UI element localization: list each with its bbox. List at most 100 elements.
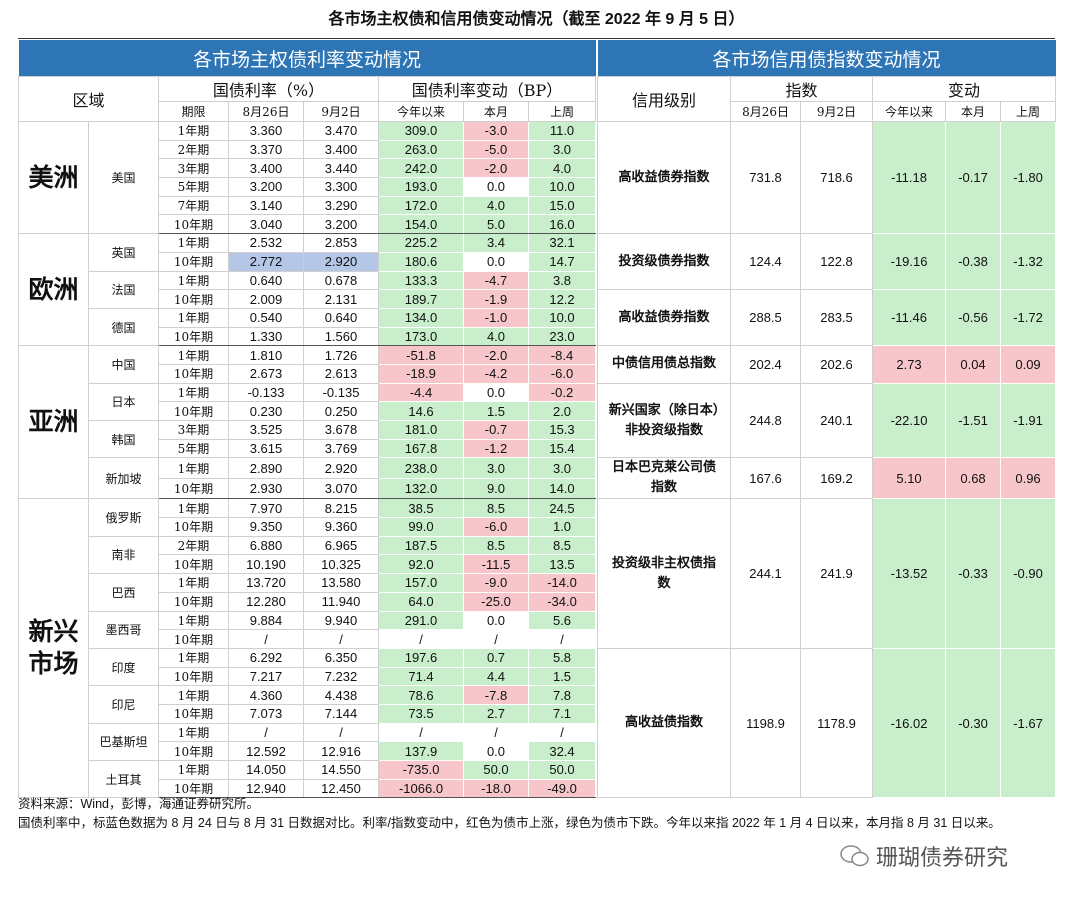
yield-change-cell: 32.1	[527, 233, 597, 253]
wechat-icon	[840, 845, 869, 867]
credit-index-value: 167.6	[730, 457, 802, 500]
yield-change-cell: 92.0	[378, 554, 464, 575]
credit-index-name: 投资级债券指数	[597, 233, 732, 291]
data-row: 5年期 3.615 3.769 167.8 -1.2 15.4	[19, 438, 1056, 459]
yield-cell: /	[228, 722, 304, 743]
yield-change-cell: 8.5	[463, 535, 529, 556]
yield-change-cell: -9.0	[463, 573, 529, 593]
yield-change-cell: -7.8	[463, 685, 529, 705]
tenor: 3年期	[158, 158, 229, 179]
credit-change-cell: 0.09	[1000, 345, 1057, 384]
yield-change-cell: /	[527, 629, 597, 649]
table-title: 各市场主权债和信用债变动情况（截至 2022 年 9 月 5 日）	[18, 0, 1055, 39]
header-cell: 期限	[158, 101, 229, 122]
left-title: 各市场主权债利率变动情况	[18, 40, 596, 77]
yield-change-cell: 238.0	[378, 457, 464, 479]
yield-change-cell: 14.0	[527, 477, 597, 500]
yield-change-cell: 9.0	[463, 477, 529, 500]
credit-change-cell: -1.51	[945, 382, 1002, 459]
yield-change-cell: 187.5	[378, 535, 464, 556]
yield-change-cell: 13.5	[527, 554, 597, 575]
tenor: 1年期	[158, 382, 229, 403]
credit-index-value: 244.8	[730, 382, 802, 459]
header-cell: 国债利率（%）	[158, 76, 379, 102]
credit-change-cell: -19.16	[872, 233, 947, 291]
bond-table: 各市场主权债利率变动情况 各市场信用债指数变动情况 区域 国债利率（%） 国债利…	[18, 40, 1057, 799]
data-row: 日本 1年期 -0.133 -0.135 -4.4 0.0 -0.2 新兴国家（除日本）非投资…	[19, 382, 1057, 459]
yield-change-cell: 173.0	[378, 326, 464, 347]
yield-cell: 13.720	[228, 573, 304, 593]
yield-change-cell: -6.0	[527, 363, 597, 384]
yield-change-cell: 181.0	[378, 420, 464, 440]
data-row: 5年期 3.200 3.300 193.0 0.0 10.0	[19, 177, 1056, 197]
yield-change-cell: 193.0	[378, 177, 464, 197]
data-row: 美洲 美国 1年期 3.360 3.470 309.0 -3.0 11.0 高收益债券指数 731…	[18, 120, 1057, 235]
yield-cell: 3.370	[228, 139, 304, 160]
yield-change-cell: 0.7	[463, 647, 529, 668]
yield-cell: 3.360	[228, 121, 304, 141]
yield-change-cell: 71.4	[378, 666, 464, 687]
yield-change-cell: 0.0	[463, 177, 529, 197]
yield-cell: /	[303, 629, 379, 649]
yield-change-cell: /	[378, 629, 464, 649]
credit-index-value: 718.6	[800, 120, 874, 235]
yield-change-cell: 7.1	[527, 703, 597, 724]
yield-cell: 3.525	[228, 420, 304, 440]
yield-cell: 0.678	[303, 270, 379, 291]
yield-change-cell: 1.5	[463, 401, 529, 421]
country: 日本	[88, 382, 159, 422]
tenor: 1年期	[158, 610, 229, 631]
yield-change-cell: 11.0	[527, 121, 597, 141]
header-cell: 8月26日	[730, 101, 802, 122]
yield-cell: 3.200	[228, 177, 304, 197]
yield-change-cell: /	[463, 629, 529, 649]
credit-index-name: 日本巴克莱公司债指数	[597, 457, 732, 500]
yield-cell: 6.292	[228, 647, 304, 668]
credit-index-value: 202.4	[730, 345, 802, 384]
yield-cell: 10.325	[303, 554, 379, 575]
region: 欧洲	[18, 233, 89, 347]
yield-change-cell: -5.0	[463, 139, 529, 160]
yield-change-cell: -11.5	[463, 554, 529, 575]
yield-change-cell: -18.0	[463, 778, 529, 799]
yield-cell: 9.884	[228, 610, 304, 631]
yield-change-cell: 4.4	[463, 666, 529, 687]
yield-cell: 3.200	[303, 214, 379, 235]
yield-change-cell: 99.0	[378, 517, 464, 537]
tenor: 7年期	[158, 195, 229, 216]
header-cell: 8月26日	[228, 101, 304, 122]
yield-cell: 3.769	[303, 438, 379, 459]
header-cell: 上周	[1000, 101, 1057, 122]
data-row: 10年期 / / / / /	[19, 629, 1056, 649]
watermark: 珊瑚债券研究	[840, 840, 1008, 872]
credit-change-cell: -1.72	[1000, 289, 1057, 347]
yield-change-cell: -735.0	[378, 760, 464, 780]
data-row: 10年期 12.592 12.916 137.9 0.0 32.4	[19, 741, 1056, 761]
tenor: 1年期	[158, 647, 229, 668]
credit-change-cell: -0.56	[945, 289, 1002, 347]
yield-change-cell: -18.9	[378, 363, 464, 384]
data-row: 土耳其 1年期 14.050 14.550 -735.0 50.0 50.0	[19, 759, 1056, 799]
footnote: 国债利率中，标蓝色数据为 8 月 24 日与 8 月 31 日数据对比。利率/指…	[18, 816, 1001, 830]
yield-change-cell: -0.7	[463, 420, 529, 440]
yield-change-cell: 15.3	[527, 420, 597, 440]
yield-change-cell: -2.0	[463, 345, 529, 365]
credit-change-cell: -11.18	[872, 120, 947, 235]
yield-cell: 1.726	[303, 345, 379, 365]
header-cell: 变动	[872, 76, 1057, 102]
tenor: 1年期	[158, 270, 229, 291]
tenor: 10年期	[158, 703, 229, 724]
header-cell: 9月2日	[303, 101, 379, 122]
yield-change-cell: 4.0	[527, 158, 597, 179]
yield-cell: 1.560	[303, 326, 379, 347]
yield-change-cell: /	[378, 722, 464, 743]
tenor: 10年期	[158, 326, 229, 347]
credit-change-cell: -1.91	[1000, 382, 1057, 459]
yield-change-cell: -51.8	[378, 345, 464, 365]
yield-change-cell: 0.0	[463, 251, 529, 272]
gap	[595, 40, 598, 798]
yield-cell: 2.890	[228, 457, 304, 479]
yield-cell: 0.540	[228, 307, 304, 328]
header-cell: 本月	[463, 101, 529, 122]
yield-change-cell: -0.2	[527, 382, 597, 403]
